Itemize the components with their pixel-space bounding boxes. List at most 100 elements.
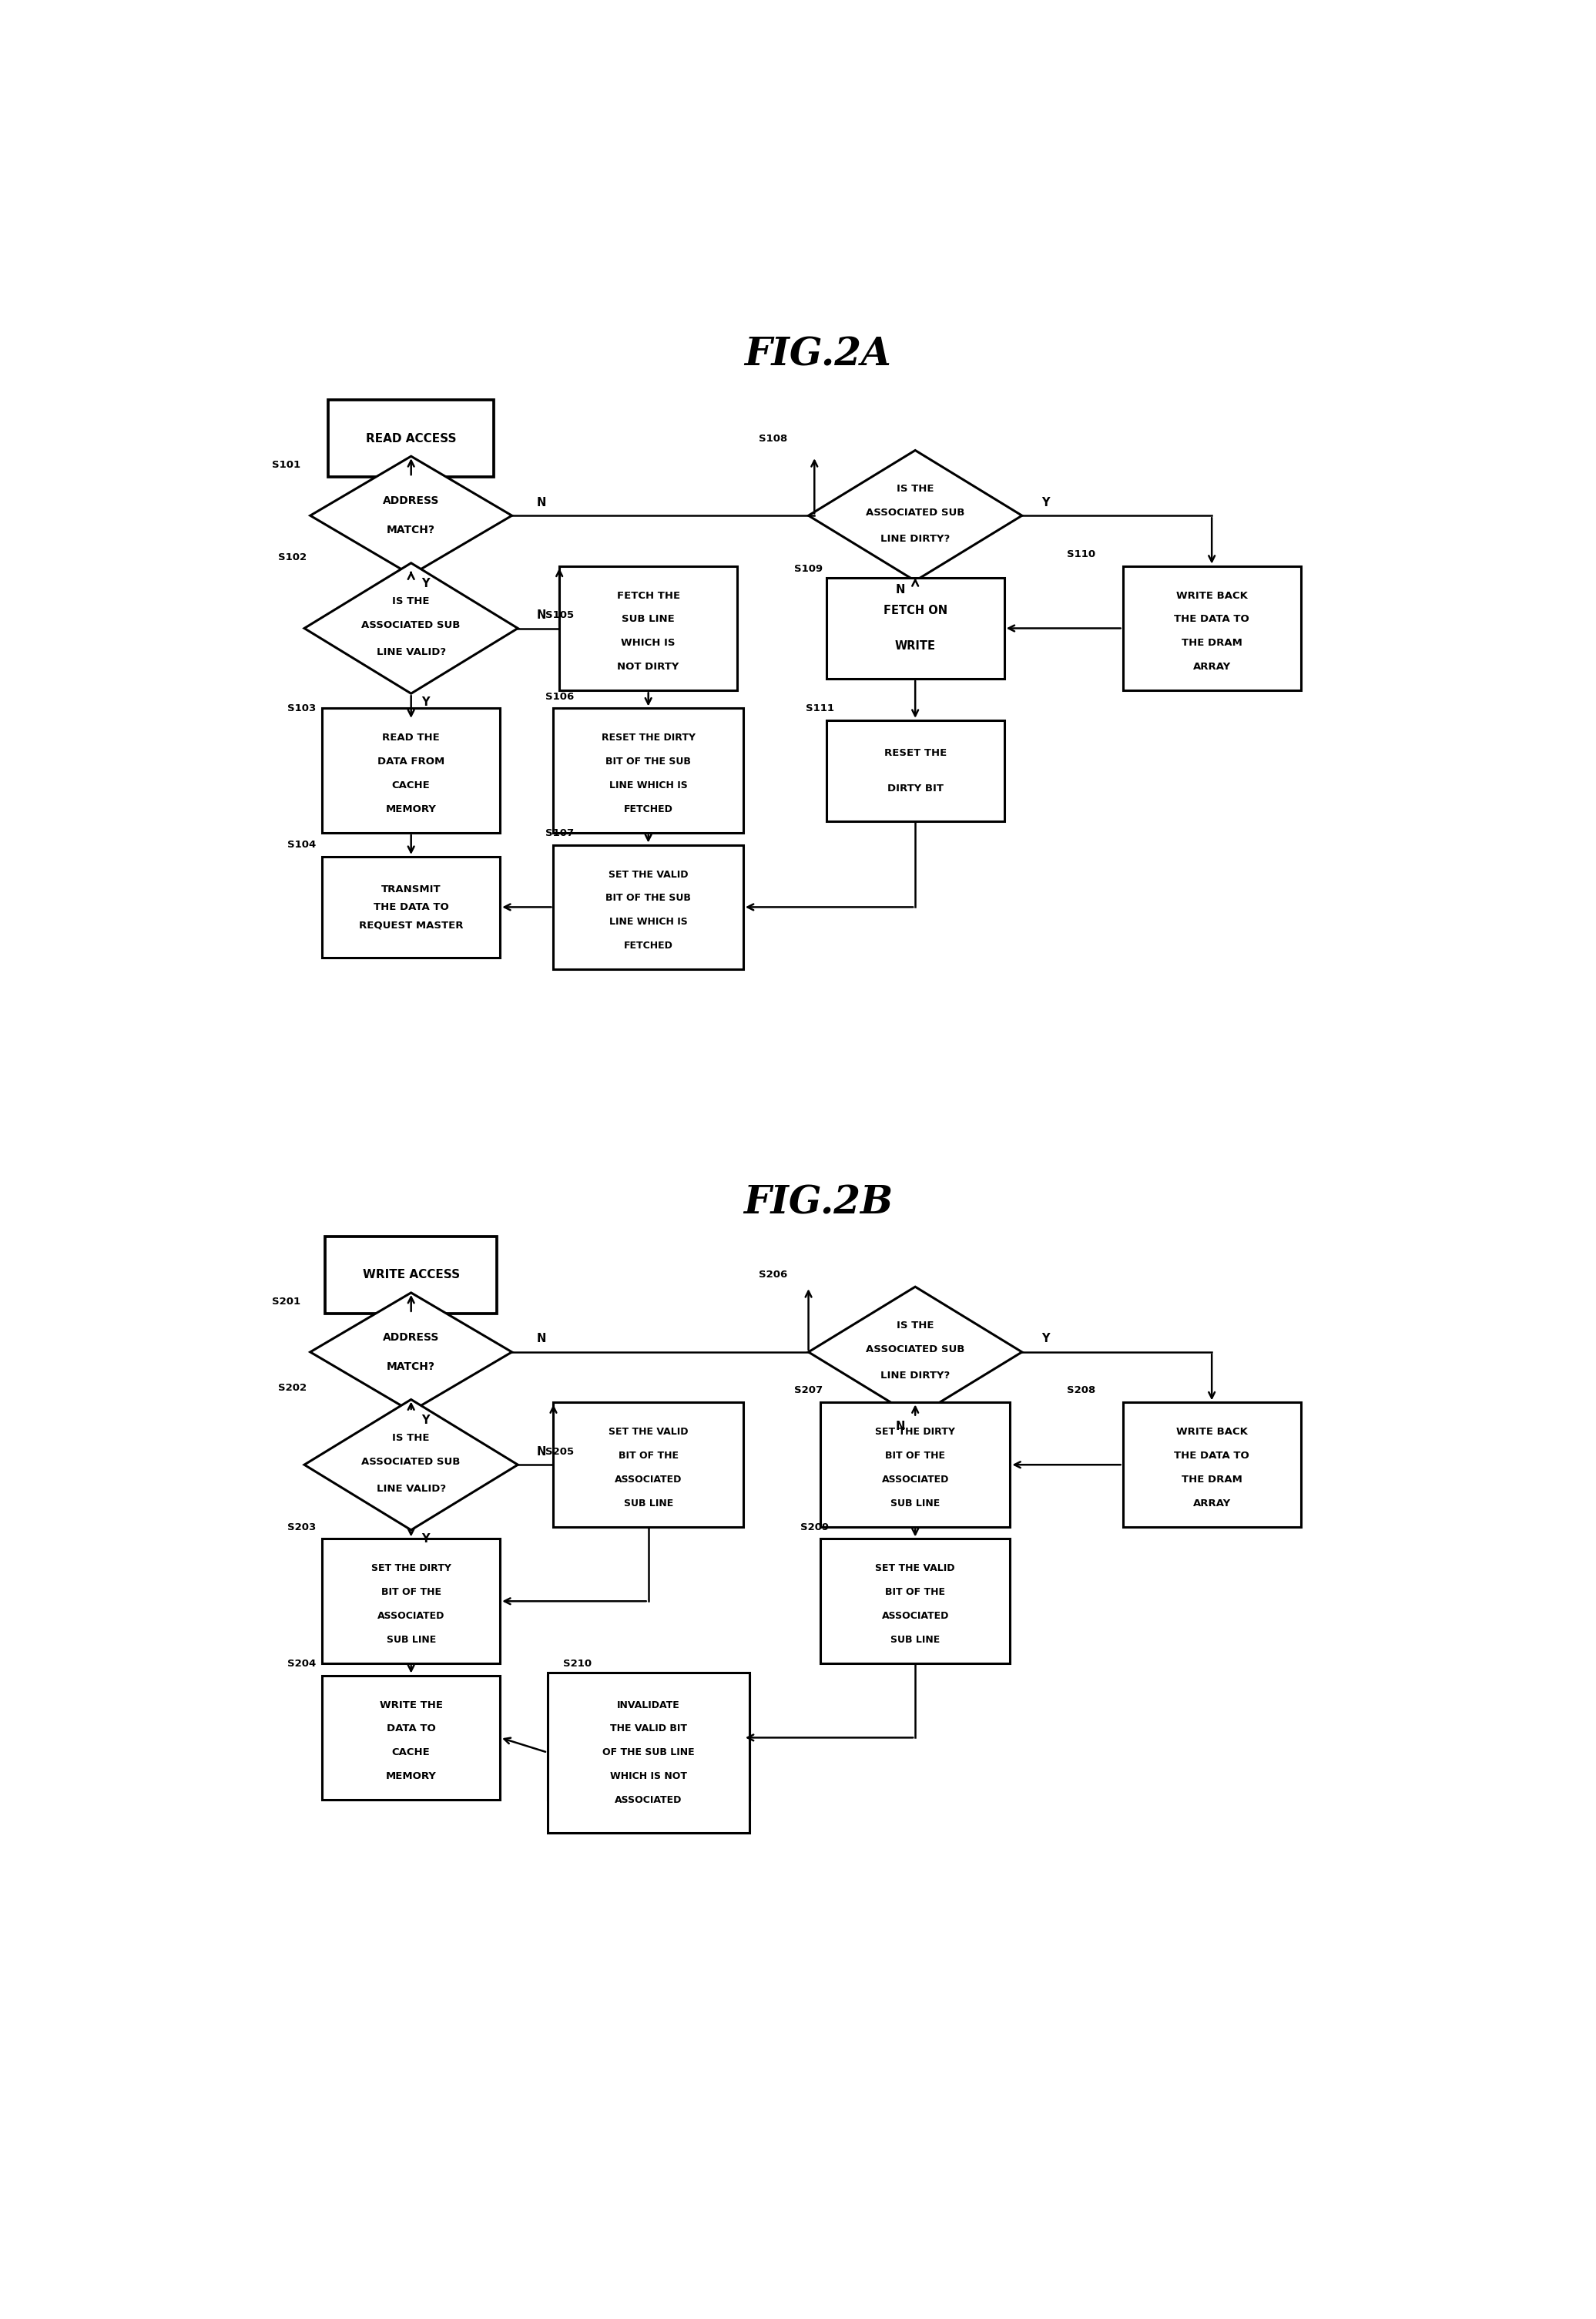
Text: THE DATA TO: THE DATA TO bbox=[1175, 1452, 1250, 1461]
Text: BIT OF THE SUB: BIT OF THE SUB bbox=[605, 756, 691, 768]
FancyBboxPatch shape bbox=[827, 721, 1004, 821]
Text: ARRAY: ARRAY bbox=[1192, 1498, 1231, 1507]
Polygon shape bbox=[305, 564, 517, 693]
Text: BIT OF THE SUB: BIT OF THE SUB bbox=[605, 893, 691, 902]
Text: WRITE THE: WRITE THE bbox=[380, 1700, 442, 1709]
Text: Y: Y bbox=[1042, 496, 1050, 508]
Text: BIT OF THE: BIT OF THE bbox=[886, 1586, 945, 1598]
Text: S102: S102 bbox=[278, 552, 306, 561]
Text: SET THE VALID: SET THE VALID bbox=[608, 1426, 688, 1438]
Text: ASSOCIATED SUB: ASSOCIATED SUB bbox=[362, 619, 461, 631]
Text: MEMORY: MEMORY bbox=[386, 805, 436, 814]
Text: FETCHED: FETCHED bbox=[624, 805, 674, 814]
Text: ASSOCIATED SUB: ASSOCIATED SUB bbox=[865, 508, 964, 517]
Text: S210: S210 bbox=[563, 1658, 592, 1667]
FancyBboxPatch shape bbox=[820, 1540, 1010, 1663]
Text: SUB LINE: SUB LINE bbox=[891, 1498, 940, 1507]
FancyBboxPatch shape bbox=[547, 1672, 749, 1832]
Text: INVALIDATE: INVALIDATE bbox=[616, 1700, 680, 1709]
Text: IS THE: IS THE bbox=[897, 1320, 934, 1331]
FancyBboxPatch shape bbox=[1124, 1403, 1301, 1526]
Text: WRITE ACCESS: WRITE ACCESS bbox=[362, 1268, 460, 1280]
Text: DATA TO: DATA TO bbox=[386, 1723, 436, 1735]
FancyBboxPatch shape bbox=[554, 707, 744, 833]
Text: S208: S208 bbox=[1068, 1384, 1095, 1396]
FancyBboxPatch shape bbox=[322, 1674, 500, 1800]
Text: S207: S207 bbox=[795, 1384, 824, 1396]
Text: N: N bbox=[536, 610, 546, 621]
Text: S106: S106 bbox=[544, 691, 573, 703]
Text: FIG.2A: FIG.2A bbox=[744, 336, 892, 373]
Text: ADDRESS: ADDRESS bbox=[383, 496, 439, 506]
Text: S109: S109 bbox=[795, 564, 824, 575]
Text: SET THE DIRTY: SET THE DIRTY bbox=[875, 1426, 956, 1438]
FancyBboxPatch shape bbox=[554, 1403, 744, 1526]
Text: SET THE VALID: SET THE VALID bbox=[608, 870, 688, 879]
Text: S206: S206 bbox=[758, 1271, 787, 1280]
Text: ASSOCIATED: ASSOCIATED bbox=[614, 1475, 681, 1484]
Text: Y: Y bbox=[421, 1415, 429, 1426]
Text: BIT OF THE: BIT OF THE bbox=[381, 1586, 440, 1598]
FancyBboxPatch shape bbox=[554, 844, 744, 969]
Text: S204: S204 bbox=[287, 1658, 316, 1667]
Text: WRITE BACK: WRITE BACK bbox=[1176, 1426, 1248, 1438]
Text: Y: Y bbox=[421, 1533, 429, 1544]
Text: DIRTY BIT: DIRTY BIT bbox=[887, 784, 943, 793]
Text: ASSOCIATED SUB: ASSOCIATED SUB bbox=[865, 1345, 964, 1354]
Text: THE DATA TO: THE DATA TO bbox=[373, 902, 448, 911]
Text: OF THE SUB LINE: OF THE SUB LINE bbox=[602, 1749, 694, 1758]
Text: N: N bbox=[895, 1422, 905, 1431]
Text: BIT OF THE: BIT OF THE bbox=[886, 1452, 945, 1461]
FancyBboxPatch shape bbox=[547, 1674, 749, 1800]
Text: THE VALID BIT: THE VALID BIT bbox=[610, 1723, 686, 1735]
Text: Y: Y bbox=[421, 696, 429, 707]
FancyBboxPatch shape bbox=[329, 399, 495, 478]
Text: NOT DIRTY: NOT DIRTY bbox=[618, 661, 680, 673]
Text: WHICH IS: WHICH IS bbox=[621, 638, 675, 647]
Text: READ THE: READ THE bbox=[383, 733, 440, 742]
Text: READ ACCESS: READ ACCESS bbox=[365, 434, 456, 445]
Text: S111: S111 bbox=[806, 703, 835, 714]
Text: S107: S107 bbox=[546, 828, 573, 837]
FancyBboxPatch shape bbox=[820, 1403, 1010, 1526]
Text: MATCH?: MATCH? bbox=[386, 524, 436, 536]
Text: N: N bbox=[895, 584, 905, 596]
Text: FIG.2B: FIG.2B bbox=[744, 1185, 892, 1222]
Text: SUB LINE: SUB LINE bbox=[891, 1635, 940, 1644]
Text: LINE DIRTY?: LINE DIRTY? bbox=[881, 1371, 950, 1380]
Text: SUB LINE: SUB LINE bbox=[622, 615, 675, 624]
Text: S103: S103 bbox=[287, 703, 316, 714]
Text: S209: S209 bbox=[800, 1521, 828, 1533]
Text: TRANSMIT: TRANSMIT bbox=[381, 884, 440, 895]
Text: LINE VALID?: LINE VALID? bbox=[377, 1484, 445, 1493]
Text: LINE WHICH IS: LINE WHICH IS bbox=[610, 916, 688, 928]
Text: N: N bbox=[536, 496, 546, 508]
Polygon shape bbox=[310, 457, 512, 575]
Text: FETCH THE: FETCH THE bbox=[616, 591, 680, 601]
Text: LINE DIRTY?: LINE DIRTY? bbox=[881, 533, 950, 545]
FancyBboxPatch shape bbox=[322, 1540, 500, 1663]
Polygon shape bbox=[809, 1287, 1021, 1417]
Text: Y: Y bbox=[1042, 1333, 1050, 1345]
Text: CACHE: CACHE bbox=[393, 1749, 431, 1758]
Text: S108: S108 bbox=[758, 434, 787, 443]
Text: IS THE: IS THE bbox=[393, 596, 429, 608]
Text: WHICH IS NOT: WHICH IS NOT bbox=[610, 1772, 686, 1781]
Text: ARRAY: ARRAY bbox=[1192, 661, 1231, 673]
Text: SET THE VALID: SET THE VALID bbox=[875, 1563, 954, 1575]
Text: S101: S101 bbox=[273, 459, 300, 471]
Text: THE DRAM: THE DRAM bbox=[1181, 1475, 1242, 1484]
Text: FETCHED: FETCHED bbox=[624, 942, 674, 951]
Text: ASSOCIATED: ASSOCIATED bbox=[377, 1612, 445, 1621]
Text: N: N bbox=[536, 1447, 546, 1456]
Text: SET THE DIRTY: SET THE DIRTY bbox=[372, 1563, 452, 1575]
Text: CACHE: CACHE bbox=[393, 782, 431, 791]
Text: LINE WHICH IS: LINE WHICH IS bbox=[610, 782, 688, 791]
Text: MEMORY: MEMORY bbox=[386, 1772, 436, 1781]
FancyBboxPatch shape bbox=[827, 577, 1004, 679]
Text: S201: S201 bbox=[273, 1296, 300, 1306]
FancyBboxPatch shape bbox=[1124, 566, 1301, 691]
Text: IS THE: IS THE bbox=[897, 485, 934, 494]
Text: S203: S203 bbox=[287, 1521, 316, 1533]
Polygon shape bbox=[310, 1292, 512, 1412]
